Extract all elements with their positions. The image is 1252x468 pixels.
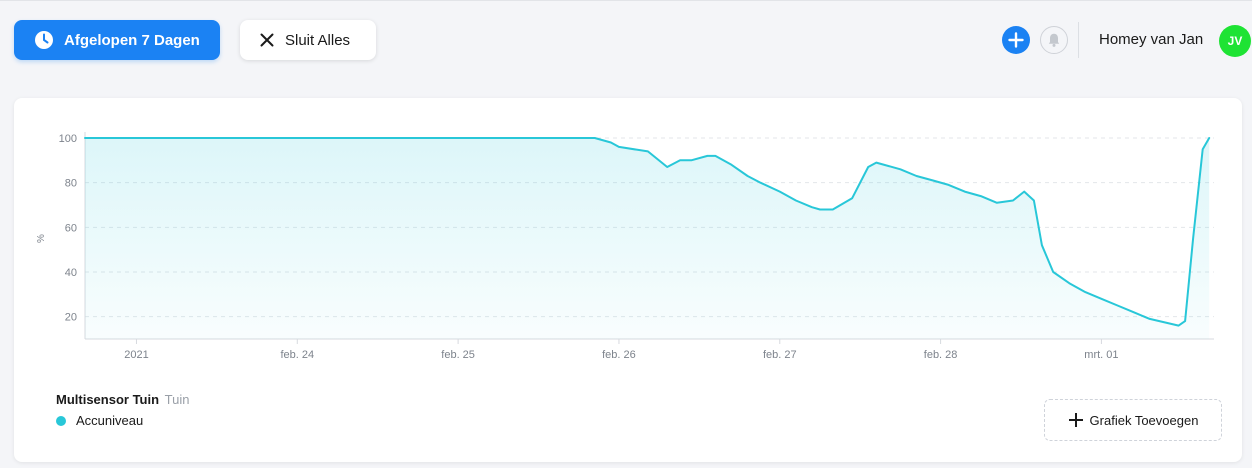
legend-device: Multisensor Tuin Tuin xyxy=(56,392,189,407)
y-tick-label: 100 xyxy=(59,133,77,145)
close-all-label: Sluit Alles xyxy=(285,31,351,49)
x-tick-label: feb. 24 xyxy=(280,349,314,361)
header-bar: Afgelopen 7 Dagen Sluit Alles Homey van … xyxy=(0,0,1252,80)
bell-icon xyxy=(1046,32,1062,48)
x-tick-label: mrt. 01 xyxy=(1084,349,1118,361)
user-name[interactable]: Homey van Jan xyxy=(1099,31,1204,48)
add-graph-button[interactable]: Grafiek Toevoegen xyxy=(1044,399,1222,441)
legend-series-label: Accuniveau xyxy=(76,413,144,428)
battery-chart: 20 40 60 80 100 2021 feb. 24 feb. 25 feb. 26 feb.… xyxy=(36,132,1214,361)
avatar[interactable]: JV xyxy=(1219,25,1251,57)
period-button[interactable]: Afgelopen 7 Dagen xyxy=(14,20,220,60)
close-icon xyxy=(260,33,274,47)
add-button[interactable] xyxy=(1002,26,1030,54)
legend-series-dot xyxy=(56,415,66,426)
header-divider xyxy=(1078,22,1079,58)
plus-icon xyxy=(1068,412,1084,428)
legend-series-item[interactable]: Accuniveau xyxy=(56,413,143,428)
x-tick-label: 2021 xyxy=(124,349,148,361)
series-area xyxy=(85,138,1210,339)
graph-card: 20 40 60 80 100 2021 feb. 24 feb. 25 feb. 26 feb.… xyxy=(14,98,1242,462)
legend-zone: Tuin xyxy=(164,392,190,407)
avatar-initials: JV xyxy=(1227,34,1243,48)
period-button-label: Afgelopen 7 Dagen xyxy=(64,31,200,49)
x-tick-label: feb. 25 xyxy=(441,349,475,361)
close-all-button[interactable]: Sluit Alles xyxy=(240,20,376,60)
x-tick-label: feb. 26 xyxy=(602,349,636,361)
series-line xyxy=(84,137,1211,327)
add-graph-label: Grafiek Toevoegen xyxy=(1089,412,1199,428)
y-tick-label: 20 xyxy=(65,312,77,324)
x-tick-label: feb. 28 xyxy=(924,349,958,361)
y-tick-label: 40 xyxy=(65,267,77,279)
notifications-button[interactable] xyxy=(1040,26,1068,54)
plus-icon xyxy=(1008,32,1024,48)
y-axis-label: % xyxy=(36,234,47,243)
x-tick-label: feb. 27 xyxy=(763,349,797,361)
top-border xyxy=(0,0,1252,1)
legend-device-name: Multisensor Tuin xyxy=(56,392,160,407)
clock-icon xyxy=(34,30,54,50)
y-tick-label: 80 xyxy=(65,178,77,190)
y-tick-label: 60 xyxy=(65,222,77,234)
